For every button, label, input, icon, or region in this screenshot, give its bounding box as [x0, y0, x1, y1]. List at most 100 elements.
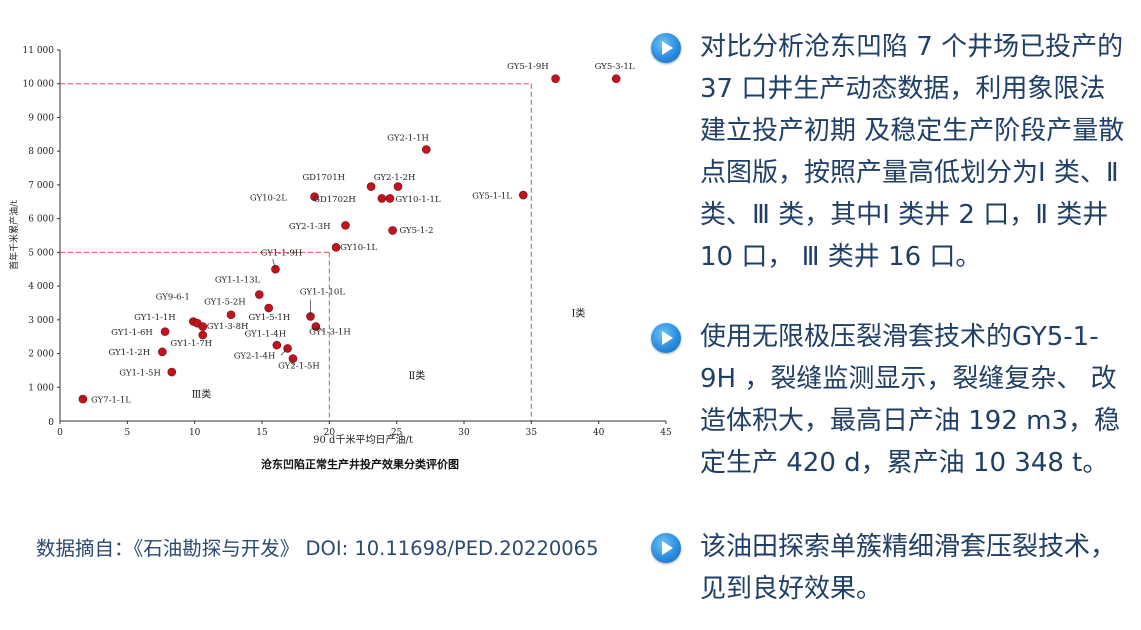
y-axis-title: 首年千米累产油/t	[8, 200, 20, 270]
y-tick-label: 9 000	[28, 113, 54, 123]
point-label: GD1701H	[302, 173, 345, 183]
data-point	[198, 330, 208, 340]
point-label: GY1-1-5H	[119, 368, 161, 378]
point-label: GY1-1-4H	[244, 330, 286, 340]
point-label: GY1-1-6H	[111, 328, 153, 338]
guide-lines	[60, 83, 532, 421]
data-point	[255, 290, 264, 299]
point-label: GY1-3-8H	[207, 322, 249, 332]
bullet-3: 该油田探索单簇精细滑套压裂技术，见到良好效果。	[648, 526, 1128, 610]
data-point	[264, 303, 274, 313]
point-label: GY2-1-3H	[289, 222, 331, 232]
x-tick-label: 0	[57, 428, 63, 438]
x-tick-label: 15	[256, 428, 268, 438]
bullet-text: 对比分析沧东凹陷 7 个井场已投产的 37 口井生产动态数据，利用象限法建立投产…	[700, 32, 1125, 272]
point-label: GY9-6-1	[156, 293, 190, 303]
data-point	[551, 74, 560, 83]
leader-line	[280, 348, 288, 356]
data-point	[611, 74, 621, 83]
point-label: GY1-1-13L	[215, 276, 261, 286]
play-bullet-icon	[651, 323, 681, 353]
x-tick-label: 45	[660, 428, 672, 438]
point-label: GY2-1-1H	[387, 133, 429, 143]
data-point	[272, 340, 282, 350]
point-label: GY5-1-9H	[507, 62, 549, 72]
data-point	[167, 367, 177, 377]
source-note: 数据摘自：《石油勘探与开发》 DOI: 10.11698/PED.2022006…	[36, 537, 599, 560]
y-tick-label: 7 000	[28, 181, 54, 191]
data-point	[331, 243, 341, 252]
class-label: Ⅱ类	[408, 369, 425, 382]
point-label: GY1-3-1H	[309, 328, 351, 338]
data-points	[78, 74, 621, 404]
y-tick-label: 4 000	[28, 282, 54, 292]
point-label: GY7-1-1L	[91, 395, 131, 405]
data-point	[78, 394, 88, 404]
play-bullet-icon	[651, 533, 681, 563]
data-point	[366, 182, 376, 191]
point-label: GY2-1-5H	[278, 361, 320, 371]
leader-line	[315, 326, 325, 332]
play-bullet-icon	[651, 33, 681, 63]
point-label: GY2-1-4H	[234, 351, 276, 361]
data-point	[393, 182, 403, 191]
axis-ticks: 0 5 10 15 20 25 30 35 40 45 1 000 2 000 3 000 4 000 5 …	[23, 46, 672, 438]
data-point	[385, 194, 395, 203]
x-axis-title: 90 d千米平均日产油/t	[313, 433, 413, 446]
y-tick-label: 3 000	[28, 316, 54, 326]
bullet-text: 使用无限极压裂滑套技术的GY5-1-9H ，裂缝监测显示，裂缝复杂、 改造体积大…	[700, 322, 1121, 478]
data-point	[226, 310, 236, 320]
data-point	[341, 221, 350, 230]
class-labels: Ⅰ类 Ⅱ类 Ⅲ类	[192, 306, 586, 400]
point-label: GY1-1-1H	[134, 313, 176, 323]
bullet-1: 对比分析沧东凹陷 7 个井场已投产的 37 口井生产动态数据，利用象限法建立投产…	[648, 26, 1128, 278]
axes	[59, 50, 666, 422]
x-tick-label: 40	[593, 428, 605, 438]
data-point	[198, 322, 208, 331]
data-point	[518, 190, 528, 200]
point-label: GY1-1-7H	[170, 339, 212, 349]
point-label: GY5-3-1L	[595, 62, 635, 72]
data-point	[310, 192, 319, 202]
y-tick-label: 1 000	[28, 383, 54, 393]
x-tick-label: 10	[189, 428, 201, 438]
data-point	[377, 194, 387, 203]
bullet-text: 该油田探索单簇精细滑套压裂技术，见到良好效果。	[700, 532, 1117, 604]
y-tick-label: 8 000	[28, 147, 54, 157]
y-tick-label: 2 000	[28, 350, 54, 360]
y-tick-label: 6 000	[28, 215, 54, 225]
data-point	[388, 226, 397, 235]
y-tick-label: 11 000	[23, 46, 55, 56]
point-label: GY1-1-9H	[261, 249, 303, 259]
class-label: Ⅰ类	[571, 306, 585, 319]
point-label: GY5-1-1L	[472, 191, 512, 201]
point-label: GY1-1-10L	[300, 288, 346, 298]
class-label: Ⅲ类	[192, 387, 212, 400]
bullet-2: 使用无限极压裂滑套技术的GY5-1-9H ，裂缝监测显示，裂缝复杂、 改造体积大…	[648, 316, 1128, 484]
data-point	[421, 145, 431, 154]
point-label: GY10-1L	[340, 243, 377, 253]
data-point	[160, 327, 170, 336]
x-tick-label: 20	[324, 428, 336, 438]
chart-title: 沧东凹陷正常生产井投产效果分类评价图	[261, 457, 459, 471]
data-point	[271, 264, 280, 274]
origin-tick-label: 0	[48, 418, 54, 428]
leader-line	[272, 259, 276, 270]
point-label: GY1-5-1H	[249, 313, 291, 323]
scatter-chart: 0 5 10 15 20 25 30 35 40 45 1 000 2 000 3 000 4 000 5 …	[8, 46, 672, 471]
x-tick-label: 25	[391, 428, 403, 438]
point-label: GY10-2L	[250, 193, 287, 203]
point-label: GY10-1-1L	[395, 195, 441, 205]
point-label: GY2-1-2H	[374, 173, 416, 183]
data-point	[158, 347, 167, 357]
point-label: GY1-1-2H	[108, 348, 150, 358]
y-tick-label: 10 000	[23, 80, 55, 90]
point-label: GY5-1-2	[399, 226, 433, 236]
x-tick-label: 5	[124, 428, 130, 438]
x-tick-label: 35	[526, 428, 538, 438]
point-label: GD1702H	[313, 195, 356, 205]
point-label: GY1-5-2H	[204, 298, 246, 308]
point-labels: GY5-1-9H GY5-3-1L GY2-1-1H GD1701H GY2-1-2H G…	[91, 62, 635, 405]
x-tick-label: 30	[458, 428, 470, 438]
y-tick-label: 5 000	[28, 248, 54, 258]
